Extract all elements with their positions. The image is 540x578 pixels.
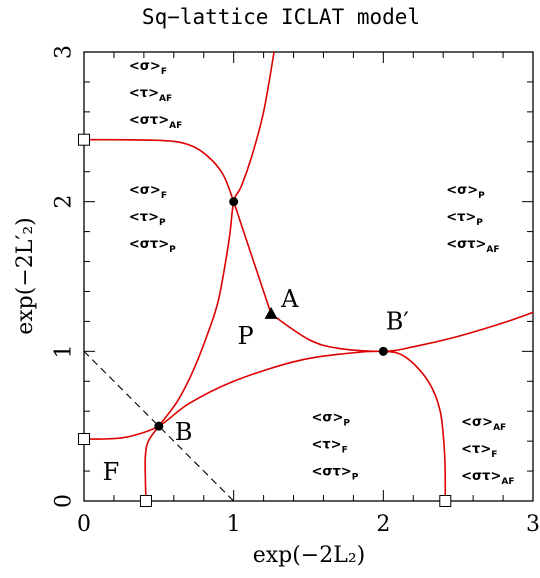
order-parameter-label: <τ>AF [129, 86, 172, 104]
open-square-marker [78, 433, 90, 446]
open-square-marker [139, 495, 152, 507]
fixed-point-marker [154, 421, 164, 431]
order-parameter-label: <τ>P [129, 210, 166, 228]
x-tick-label: 1 [227, 512, 241, 537]
fixed-point-marker [378, 346, 388, 356]
chart-title: Sq−lattice ICLAT model [142, 5, 420, 29]
order-parameter-label: <στ>P [129, 237, 176, 255]
plot-area: 0 1 2 3 0 1 2 3 A B′ B P F <σ>F <τ>AF <στ>AF <σ>F <τ>P <στ… [52, 45, 540, 537]
point-label: A [280, 285, 299, 313]
order-parameter-label: <τ>F [311, 438, 347, 456]
y-tick-label: 2 [52, 195, 77, 209]
point-label: B [175, 418, 193, 446]
x-tick-label: 0 [77, 512, 91, 537]
order-parameter-label: <σ>AF [461, 415, 506, 433]
order-parameter-label: <στ>AF [129, 113, 182, 131]
y-tick-label: 3 [52, 45, 77, 59]
y-tick-label: 1 [52, 344, 77, 358]
open-square-marker [439, 495, 452, 507]
phase-label: F [103, 458, 120, 486]
order-parameter-label: <σ>P [311, 411, 350, 429]
order-parameter-label: <τ>F [461, 442, 497, 460]
open-square-marker [78, 133, 90, 146]
order-parameter-label: <στ>AF [461, 469, 514, 487]
order-parameter-label: <στ>AF [446, 237, 499, 255]
phase-boundary-curve [144, 51, 275, 502]
phase-boundary-curve [83, 350, 447, 502]
order-parameter-label: <στ>P [311, 465, 358, 483]
phase-boundary-curve [270, 311, 534, 353]
dashed-line [83, 350, 235, 502]
x-tick-label: 2 [376, 512, 390, 537]
order-parameter-label: <σ>P [446, 183, 485, 201]
plot-frame [83, 51, 534, 502]
y-tick-label: 0 [52, 494, 77, 508]
y-axis-label: exp(−2L′₂) [13, 217, 38, 335]
order-parameter-label: <τ>P [446, 210, 483, 228]
phase-label: P [238, 322, 254, 350]
point-a-marker [264, 306, 278, 319]
point-label: B′ [386, 307, 409, 335]
phase-boundary-curve [83, 138, 272, 315]
fixed-point-marker [229, 197, 239, 207]
x-axis-label: exp(−2L₂) [253, 543, 366, 568]
order-parameter-label: <σ>F [129, 59, 167, 77]
x-tick-label: 3 [526, 512, 540, 537]
order-parameter-label: <σ>F [129, 183, 167, 201]
